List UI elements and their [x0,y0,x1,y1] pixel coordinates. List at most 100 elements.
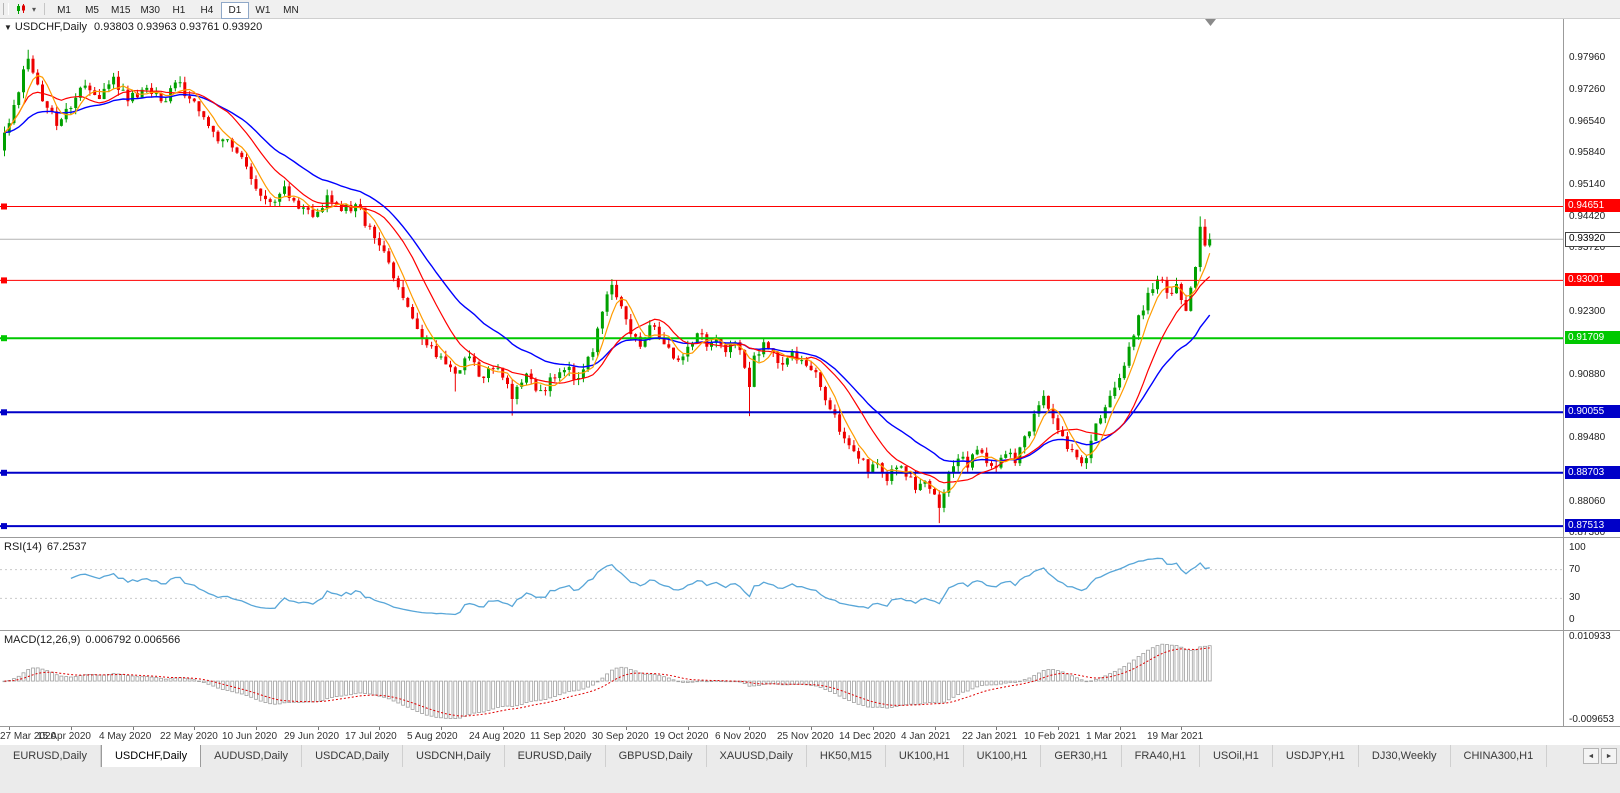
price-axis-label: 0.89480 [1569,432,1606,443]
price-axis-label: 0.95840 [1569,147,1606,158]
time-axis-label: 22 May 2020 [160,731,218,742]
chart-tab-0-eurusd-daily[interactable]: EURUSD,Daily [0,745,101,767]
time-axis-label: 5 Aug 2020 [407,731,458,742]
timeframe-button-h1[interactable]: H1 [172,4,186,16]
hline-price-badge: 0.93001 [1565,273,1620,286]
rsi-axis-label: 0 [1569,614,1575,625]
hline-price-badge: 0.88703 [1565,466,1620,479]
chart-tab-14-usdjpy-h1[interactable]: USDJPY,H1 [1272,745,1359,767]
price-axis-label: 0.88060 [1569,496,1606,507]
chart-tabs: EURUSD,Daily USDCHF,Daily AUDUSD,Daily USDC… [0,745,1548,767]
price-axis-label: 0.90880 [1569,369,1606,380]
time-axis-label: 4 Jan 2021 [901,731,951,742]
symbol-period-label: USDCHF,Daily [14,21,88,33]
time-axis-label: 17 Jul 2020 [345,731,397,742]
chart-tab-15-dj30-weekly[interactable]: DJ30,Weekly [1358,745,1451,767]
chart-tab-6-gbpusd-daily[interactable]: GBPUSD,Daily [605,745,707,767]
chart-tab-5-eurusd-daily[interactable]: EURUSD,Daily [504,745,606,767]
chart-tab-12-fra40-h1[interactable]: FRA40,H1 [1121,745,1200,767]
timeframe-buttons: M1 M5 M15 M30 H1 H4 D1 W1 MN [50,0,305,19]
price-axis-label: 0.97260 [1569,84,1606,95]
timeframe-button-h4[interactable]: H4 [200,4,214,16]
macd-axis-label: -0.009653 [1569,714,1615,725]
time-axis-label: 14 Dec 2020 [839,731,896,742]
time-axis-tick [935,727,936,730]
time-axis-tick [1058,727,1059,730]
time-axis-label: 10 Jun 2020 [222,731,278,742]
chart-type-icon[interactable] [13,2,29,17]
rsi-indicator-canvas[interactable] [0,538,1563,630]
tabs-scroll-left-button[interactable]: ◄ [1583,748,1599,764]
timeframe-button-m5[interactable]: M5 [85,4,99,16]
chart-tab-16-china300-h1[interactable]: CHINA300,H1 [1450,745,1548,767]
time-axis-label: 6 Nov 2020 [715,731,767,742]
chart-tab-2-audusd-daily[interactable]: AUDUSD,Daily [201,745,303,767]
time-axis-label: 4 May 2020 [99,731,152,742]
time-axis-tick [256,727,257,730]
current-price-badge: 0.93920 [1565,232,1620,247]
chart-tab-3-usdcad-daily[interactable]: USDCAD,Daily [302,745,404,767]
timeframe-button-w1[interactable]: W1 [255,4,271,16]
time-axis-label: 27 Mar 2020 [0,731,57,742]
time-axis-tick [1120,727,1121,730]
macd-name: MACD(12,26,9) [4,634,81,646]
chart-type-dropdown-icon[interactable]: ▾ [32,4,37,14]
chart-window: ▼ USDCHF,Daily 0.93803 0.93963 0.93761 0.9… [0,18,1620,745]
time-axis-tick [9,727,10,730]
time-axis-tick [71,727,72,730]
tab-scroll-controls: ◄ ► [1583,745,1620,767]
time-axis[interactable]: 27 Mar 2020 15 Apr 2020 4 May 2020 22 May 2… [0,726,1620,745]
time-axis-label: 15 Apr 2020 [37,731,91,742]
time-axis-label: 19 Oct 2020 [654,731,709,742]
time-axis-label: 30 Sep 2020 [592,731,649,742]
price-chart-canvas[interactable] [0,18,1563,537]
rsi-axis-label: 70 [1569,564,1581,575]
time-axis-label: 11 Sep 2020 [530,731,586,742]
chart-tab-13-usoil-h1[interactable]: USOil,H1 [1199,745,1273,767]
chart-tab-11-ger30-h1[interactable]: GER30,H1 [1041,745,1122,767]
hline-price-badge: 0.90055 [1565,405,1620,418]
time-axis-tick [379,727,380,730]
chart-tab-4-usdcnh-daily[interactable]: USDCNH,Daily [403,745,505,767]
macd-indicator-canvas[interactable] [0,631,1563,726]
price-axis[interactable]: 0.97960 0.97260 0.96540 0.95840 0.95140 0.944… [1563,18,1620,726]
timeframe-button-m30[interactable]: M30 [140,4,160,16]
ohlc-values: 0.93803 0.93963 0.93761 0.93920 [94,21,263,33]
time-axis-label: 24 Aug 2020 [469,731,526,742]
hline-price-badge: 0.87513 [1565,519,1620,532]
time-axis-tick [811,727,812,730]
macd-values: 0.006792 0.006566 [85,634,181,646]
timeframe-toolbar: ▾ M1 M5 M15 M30 H1 H4 D1 W1 MN [0,0,1620,19]
time-axis-tick [626,727,627,730]
rsi-axis-label: 100 [1569,542,1586,553]
timeframe-button-m1[interactable]: M1 [57,4,71,16]
timeframe-button-d1[interactable]: D1 [220,1,249,19]
rsi-name: RSI(14) [4,541,42,553]
time-axis-tick [564,727,565,730]
timeframe-button-mn[interactable]: MN [283,4,299,16]
panel-splitter-macd[interactable] [0,630,1620,631]
chart-tab-1-usdchf-daily[interactable]: USDCHF,Daily [100,745,202,767]
timeframe-button-m15[interactable]: M15 [111,4,131,16]
toolbar-drag-handle[interactable] [3,3,9,15]
chart-tab-10-uk100-h1[interactable]: UK100,H1 [963,745,1042,767]
time-axis-tick [133,727,134,730]
time-axis-tick [996,727,997,730]
toolbar-separator [44,3,46,15]
chart-tab-7-xauusd-daily[interactable]: XAUUSD,Daily [706,745,807,767]
time-axis-tick [688,727,689,730]
chart-tabs-bar: EURUSD,Daily USDCHF,Daily AUDUSD,Daily USDC… [0,744,1620,793]
price-axis-label: 0.95140 [1569,179,1606,190]
tabs-scroll-right-button[interactable]: ► [1601,748,1617,764]
chart-tab-9-uk100-h1[interactable]: UK100,H1 [885,745,964,767]
collapse-ohlc-icon[interactable]: ▼ [4,23,12,32]
panel-splitter-rsi[interactable] [0,537,1620,538]
time-axis-label: 22 Jan 2021 [962,731,1018,742]
chart-tab-8-hk50-m15[interactable]: HK50,M15 [806,745,886,767]
price-axis-label: 0.96540 [1569,116,1606,127]
macd-axis-label: 0.010933 [1569,631,1611,642]
price-axis-label: 0.94420 [1569,211,1606,222]
time-axis-label: 1 Mar 2021 [1086,731,1137,742]
hline-price-badge: 0.91709 [1565,331,1620,344]
time-axis-tick [441,727,442,730]
